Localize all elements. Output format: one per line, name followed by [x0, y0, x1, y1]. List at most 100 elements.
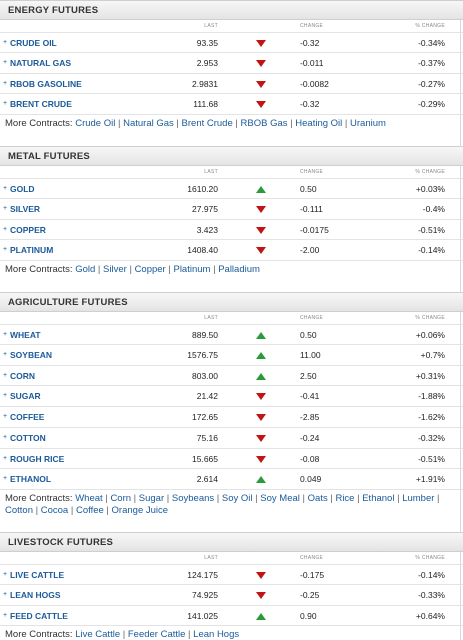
- last-price: 172.65: [192, 412, 218, 422]
- contract-link-copper[interactable]: COPPER: [10, 224, 46, 235]
- more-link-lean-hogs[interactable]: Lean Hogs: [193, 629, 240, 640]
- right-border: [460, 0, 461, 640]
- more-link-oats[interactable]: Oats: [307, 493, 328, 504]
- more-link-heating-oil[interactable]: Heating Oil: [295, 118, 343, 129]
- column-header-pct-change: % CHANGE: [415, 315, 445, 321]
- contract-link-natural-gas[interactable]: NATURAL GAS: [10, 57, 72, 68]
- change-value: -0.011: [300, 57, 324, 68]
- more-link-corn[interactable]: Corn: [110, 493, 132, 504]
- more-link-silver[interactable]: Silver: [103, 264, 127, 275]
- more-contracts: More Contracts: Gold | Silver | Copper |…: [0, 261, 463, 276]
- metal-futures-section: METAL FUTURES LAST CHANGE% CHANGE + GOLD 1610…: [0, 146, 463, 276]
- pct-change-value: +0.7%: [420, 349, 445, 360]
- more-link-lumber[interactable]: Lumber: [402, 493, 435, 504]
- section-title: AGRICULTURE FUTURES: [0, 292, 463, 312]
- contract-link-corn[interactable]: CORN: [10, 370, 36, 381]
- more-link-cocoa[interactable]: Cocoa: [40, 505, 69, 516]
- bullet-icon: +: [3, 225, 8, 233]
- contract-link-lean-hogs[interactable]: LEAN HOGS: [10, 589, 61, 600]
- more-link-brent-crude[interactable]: Brent Crude: [181, 118, 233, 129]
- last-price: 1610.20: [187, 184, 218, 194]
- more-link-uranium[interactable]: Uranium: [350, 118, 386, 129]
- contract-link-wheat[interactable]: WHEAT: [10, 330, 41, 340]
- table-row: + NATURAL GAS 2.953 -0.011 -0.37%: [0, 53, 463, 74]
- arrow-up-icon: [256, 476, 266, 484]
- contract-link-brent-crude[interactable]: BRENT CRUDE: [10, 99, 72, 110]
- pct-change-value: -0.14%: [418, 245, 445, 256]
- arrow-up-icon: [256, 612, 266, 620]
- pct-change-value: -0.34%: [418, 38, 445, 48]
- column-header-change: CHANGE: [300, 555, 324, 561]
- more-link-platinum[interactable]: Platinum: [173, 264, 211, 275]
- table-row: + FEED CATTLE 141.025 0.90 +0.64%: [0, 606, 463, 627]
- more-link-soybeans[interactable]: Soybeans: [171, 493, 215, 504]
- table-row: + LEAN HOGS 74.925 -0.25 -0.33%: [0, 585, 463, 606]
- arrow-down-icon: [256, 572, 266, 579]
- more-link-ethanol[interactable]: Ethanol: [362, 493, 395, 504]
- contract-link-cotton[interactable]: COTTON: [10, 432, 46, 443]
- last-price: 111.68: [193, 99, 218, 110]
- last-price: 21.42: [196, 391, 218, 402]
- contract-link-silver[interactable]: SILVER: [10, 203, 41, 214]
- contract-link-rbob-gasoline[interactable]: RBOB GASOLINE: [10, 78, 82, 89]
- bullet-icon: +: [3, 454, 8, 462]
- more-link-rbob-gas[interactable]: RBOB Gas: [240, 118, 288, 129]
- table-row: + CORN 803.00 2.50 +0.31%: [0, 366, 463, 387]
- more-link-natural-gas[interactable]: Natural Gas: [123, 118, 174, 129]
- change-value: 0.50: [300, 184, 317, 194]
- arrow-down-icon: [256, 434, 266, 442]
- more-contracts: More Contracts: Crude Oil | Natural Gas …: [0, 115, 463, 130]
- last-price: 93.35: [196, 38, 218, 48]
- separator: |: [214, 493, 222, 504]
- pct-change-value: -0.33%: [418, 589, 445, 600]
- separator: |: [165, 264, 174, 275]
- pct-change-value: +0.03%: [415, 184, 445, 194]
- more-link-feeder-cattle[interactable]: Feeder Cattle: [127, 629, 186, 640]
- more-link-live-cattle[interactable]: Live Cattle: [75, 629, 121, 640]
- more-link-coffee[interactable]: Coffee: [75, 505, 104, 516]
- table-row: + COTTON 75.16 -0.24 -0.32%: [0, 428, 463, 449]
- more-link-copper[interactable]: Copper: [134, 264, 166, 275]
- more-link-palladium[interactable]: Palladium: [218, 264, 260, 275]
- separator: |: [95, 264, 104, 275]
- contract-link-coffee[interactable]: COFFEE: [10, 412, 45, 422]
- bullet-icon: +: [3, 331, 8, 338]
- column-header-pct-change: % CHANGE: [415, 23, 445, 29]
- separator: |: [299, 493, 308, 504]
- bullet-icon: +: [3, 204, 8, 212]
- more-link-soy-meal[interactable]: Soy Meal: [260, 493, 300, 504]
- section-title: METAL FUTURES: [0, 146, 463, 166]
- more-link-rice[interactable]: Rice: [335, 493, 355, 504]
- arrow-up-icon: [256, 332, 266, 339]
- pct-change-value: -0.29%: [418, 99, 445, 110]
- bullet-icon: +: [3, 475, 8, 483]
- bullet-icon: +: [3, 79, 8, 87]
- arrow-down-icon: [256, 80, 266, 88]
- contract-link-gold[interactable]: GOLD: [10, 184, 35, 194]
- more-contracts-label: More Contracts:: [5, 629, 73, 640]
- contract-link-sugar[interactable]: SUGAR: [10, 391, 41, 402]
- more-link-orange-juice[interactable]: Orange Juice: [111, 505, 169, 516]
- separator: |: [287, 118, 296, 129]
- contract-link-ethanol[interactable]: ETHANOL: [10, 474, 52, 485]
- pct-change-value: +1.91%: [415, 474, 445, 485]
- more-link-gold[interactable]: Gold: [75, 264, 96, 275]
- contract-link-platinum[interactable]: PLATINUM: [10, 245, 54, 256]
- more-link-soy-oil[interactable]: Soy Oil: [221, 493, 253, 504]
- change-value: -0.0082: [300, 78, 329, 89]
- contract-link-live-cattle[interactable]: LIVE CATTLE: [10, 570, 65, 580]
- more-link-sugar[interactable]: Sugar: [138, 493, 165, 504]
- more-link-crude-oil[interactable]: Crude Oil: [75, 118, 116, 129]
- arrow-down-icon: [256, 205, 266, 213]
- contract-link-rough-rice[interactable]: ROUGH RICE: [10, 453, 65, 464]
- contract-link-crude-oil[interactable]: CRUDE OIL: [10, 38, 57, 48]
- contract-link-feed-cattle[interactable]: FEED CATTLE: [10, 610, 68, 621]
- change-value: -0.25: [300, 589, 320, 600]
- more-link-wheat[interactable]: Wheat: [75, 493, 103, 504]
- contract-link-soybean[interactable]: SOYBEAN: [10, 349, 53, 360]
- separator: |: [252, 493, 261, 504]
- column-header-change: CHANGE: [300, 169, 324, 175]
- more-link-cotton[interactable]: Cotton: [5, 505, 33, 516]
- change-value: -0.111: [300, 203, 323, 214]
